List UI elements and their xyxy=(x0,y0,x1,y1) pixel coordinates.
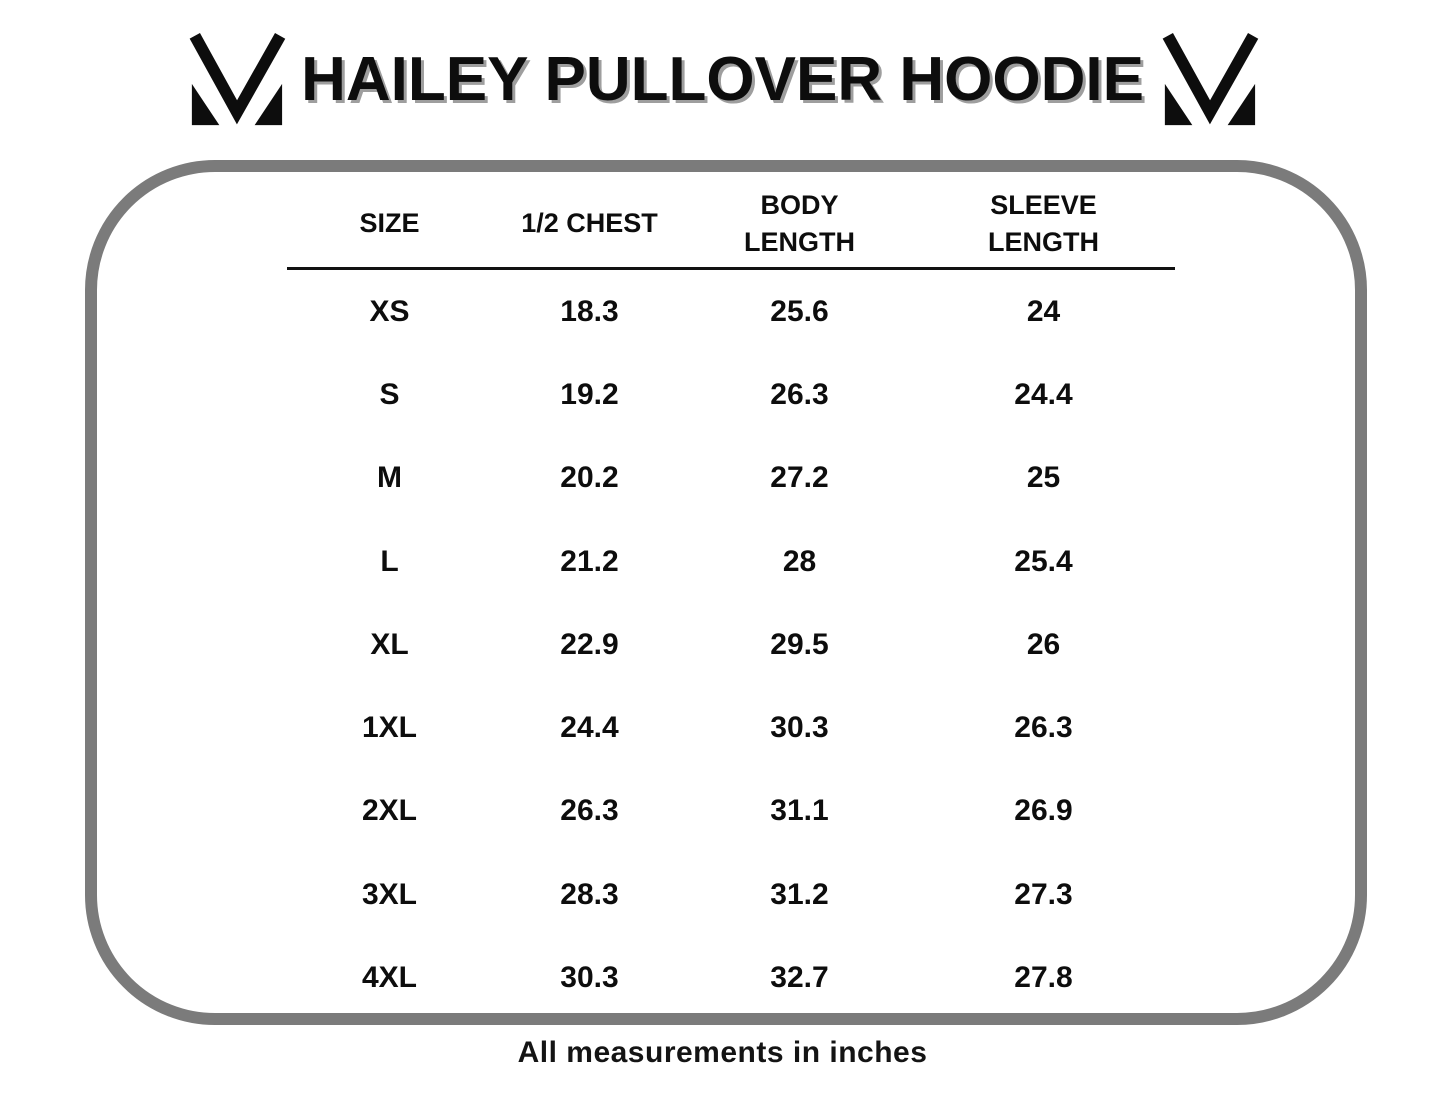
sleeve-length-value: 24 xyxy=(1026,294,1061,328)
column-header-body-length: BODY LENGTH xyxy=(687,180,912,270)
half-chest-value: 18.3 xyxy=(560,294,619,328)
half-chest-value: 30.3 xyxy=(560,961,619,995)
sleeve-length-value: 26 xyxy=(1026,627,1061,661)
measurements-unit-note: All measurements in inches xyxy=(517,1036,928,1069)
brand-m-monogram-icon-left xyxy=(189,32,286,126)
body-length-value: 28 xyxy=(782,544,817,578)
sleeve-length-value: 26.3 xyxy=(1014,711,1073,745)
body-length-value: 30.3 xyxy=(770,711,829,745)
column-header-sleeve-length: SLEEVE LENGTH xyxy=(912,180,1175,270)
size-chart-frame xyxy=(85,160,1367,1025)
size-label: 1XL xyxy=(361,711,418,745)
size-label: M xyxy=(377,461,402,495)
half-chest-value: 28.3 xyxy=(560,877,619,911)
sleeve-length-value: 26.9 xyxy=(1014,794,1073,828)
column-header-size: SIZE xyxy=(287,180,492,270)
body-length-value: 31.2 xyxy=(770,877,829,911)
body-length-value: 27.2 xyxy=(770,461,829,495)
half-chest-value: 19.2 xyxy=(560,377,619,411)
body-length-value: 25.6 xyxy=(770,294,829,328)
body-length-value: 26.3 xyxy=(770,377,829,411)
brand-m-monogram-icon-right xyxy=(1162,32,1259,126)
title-bar: HAILEY PULLOVER HOODIE xyxy=(0,20,1445,138)
column-header-half-chest: 1/2 CHEST xyxy=(492,180,687,270)
size-label: L xyxy=(380,544,399,578)
half-chest-value: 21.2 xyxy=(560,544,619,578)
body-length-value: 29.5 xyxy=(770,627,829,661)
body-length-value: 32.7 xyxy=(770,961,829,995)
sleeve-length-value: 25.4 xyxy=(1014,544,1073,578)
sleeve-length-value: 27.8 xyxy=(1014,961,1073,995)
half-chest-value: 20.2 xyxy=(560,461,619,495)
sleeve-length-value: 27.3 xyxy=(1014,877,1073,911)
size-label: 4XL xyxy=(361,961,418,995)
half-chest-value: 22.9 xyxy=(560,627,619,661)
body-length-value: 31.1 xyxy=(770,794,829,828)
size-label: 2XL xyxy=(361,794,418,828)
size-label: S xyxy=(379,377,400,411)
sleeve-length-value: 25 xyxy=(1026,461,1061,495)
page-title: HAILEY PULLOVER HOODIE xyxy=(301,44,1144,114)
size-label: XL xyxy=(370,627,409,661)
half-chest-value: 24.4 xyxy=(560,711,619,745)
sleeve-length-value: 24.4 xyxy=(1014,377,1073,411)
half-chest-value: 26.3 xyxy=(560,794,619,828)
size-label: XS xyxy=(369,294,410,328)
size-table: SIZE 1/2 CHEST BODY LENGTH SLEEVE LENGTH… xyxy=(287,180,1175,1020)
size-label: 3XL xyxy=(361,877,418,911)
